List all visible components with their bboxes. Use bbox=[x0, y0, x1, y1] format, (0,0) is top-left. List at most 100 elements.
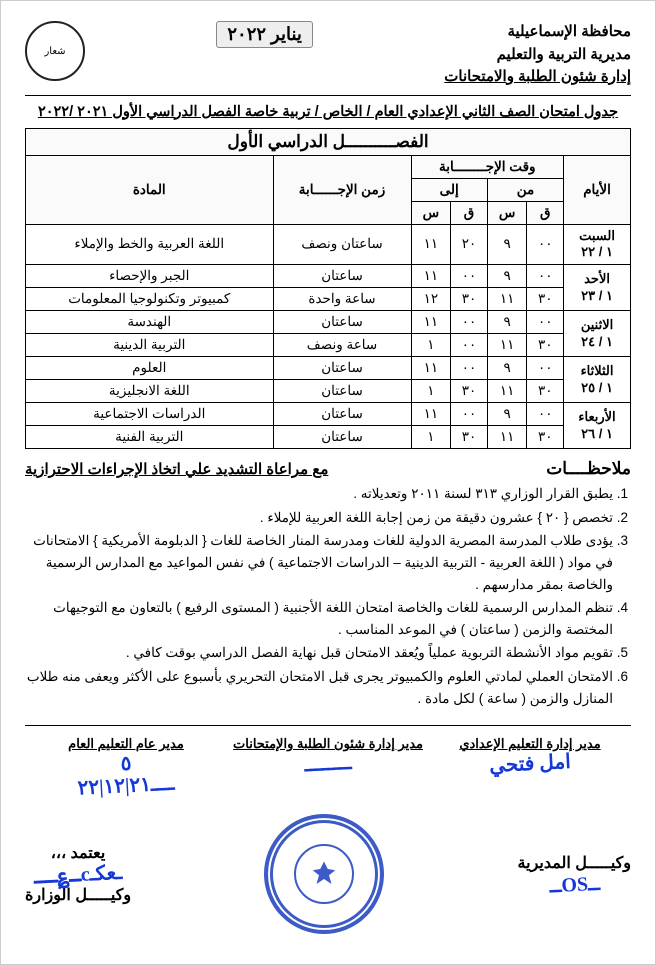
time-cell: ١١ bbox=[411, 311, 451, 334]
notes-emphasis: مع مراعاة التشديد علي اتخاذ الإجراءات ال… bbox=[25, 460, 328, 478]
time-cell: ١ bbox=[411, 426, 451, 449]
header-authority: محافظة الإسماعيلية مديرية التربية والتعل… bbox=[444, 21, 631, 89]
notes-label: ملاحظــــات bbox=[546, 459, 631, 479]
note-item: الامتحان العملي لمادتي العلوم والكمبيوتر… bbox=[25, 666, 613, 709]
department: إدارة شئون الطلبة والامتحانات bbox=[444, 66, 631, 89]
subject-cell: الهندسة bbox=[26, 311, 274, 334]
term-header: الفصــــــــــل الدراسي الأول bbox=[26, 128, 631, 155]
subject-cell: العلوم bbox=[26, 357, 274, 380]
col-to-q: ق bbox=[451, 201, 488, 224]
table-row: الأحد١ / ٢٣٠٠٩٠٠١١ساعتانالجبر والإحصاء bbox=[26, 265, 631, 288]
duration-cell: ساعتان bbox=[273, 265, 411, 288]
duration-cell: ساعتان bbox=[273, 403, 411, 426]
col-from-s: س bbox=[487, 201, 527, 224]
schedule-table: الفصــــــــــل الدراسي الأول الأيام وقت… bbox=[25, 128, 631, 450]
signatures-row: مدير إدارة التعليم الإعدادي امل فتحي مدي… bbox=[25, 736, 631, 796]
col-time: وقت الإجــــــــابة bbox=[411, 155, 564, 178]
stamp-eagle-icon bbox=[294, 844, 354, 904]
logo-placeholder: شعار bbox=[44, 46, 65, 57]
time-cell: ٠٠ bbox=[451, 265, 488, 288]
time-cell: ٩ bbox=[487, 403, 527, 426]
time-cell: ٢٠ bbox=[451, 224, 488, 265]
time-cell: ١١ bbox=[487, 380, 527, 403]
time-cell: ٩ bbox=[487, 265, 527, 288]
col-to-s: س bbox=[411, 201, 451, 224]
table-row: الأربعاء١ / ٢٦٠٠٩٠٠١١ساعتانالدراسات الاج… bbox=[26, 403, 631, 426]
subject-cell: الجبر والإحصاء bbox=[26, 265, 274, 288]
day-cell: الثلاثاء١ / ٢٥ bbox=[564, 357, 631, 403]
time-cell: ١١ bbox=[411, 224, 451, 265]
time-cell: ١ bbox=[411, 380, 451, 403]
time-cell: ١٢ bbox=[411, 288, 451, 311]
note-item: تنظم المدارس الرسمية للغات والخاصة امتحا… bbox=[25, 597, 613, 640]
duration-cell: ساعتان ونصف bbox=[273, 224, 411, 265]
time-cell: ٩ bbox=[487, 224, 527, 265]
time-cell: ٠٠ bbox=[527, 265, 564, 288]
col-days: الأيام bbox=[564, 155, 631, 224]
time-cell: ٣٠ bbox=[527, 334, 564, 357]
logo-seal: شعار bbox=[25, 21, 85, 81]
time-cell: ٠٠ bbox=[451, 357, 488, 380]
day-cell: الأحد١ / ٢٣ bbox=[564, 265, 631, 311]
time-cell: ٠٠ bbox=[451, 311, 488, 334]
header: محافظة الإسماعيلية مديرية التربية والتعل… bbox=[25, 21, 631, 89]
deputy-dir-sign: ــOSــ bbox=[517, 872, 631, 898]
page: محافظة الإسماعيلية مديرية التربية والتعل… bbox=[0, 0, 656, 965]
time-cell: ٣٠ bbox=[527, 426, 564, 449]
subject-cell: الدراسات الاجتماعية bbox=[26, 403, 274, 426]
subject-cell: اللغة العربية والخط والإملاء bbox=[26, 224, 274, 265]
sig-general-edu: مدير عام التعليم العام ٥ ــــ٢١|١٢|٢٢ bbox=[25, 736, 227, 796]
month-box: يناير ٢٠٢٢ bbox=[216, 21, 313, 48]
schedule-title: جدول امتحان الصف الثاني الإعدادي العام /… bbox=[25, 104, 631, 120]
col-duration: زمن الإجــــــابة bbox=[273, 155, 411, 224]
col-from: من bbox=[487, 178, 563, 201]
time-cell: ٣٠ bbox=[527, 288, 564, 311]
time-cell: ٣٠ bbox=[451, 288, 488, 311]
time-cell: ٠٠ bbox=[451, 403, 488, 426]
table-row: ٣٠١١٣٠١ساعتاناللغة الانجليزية bbox=[26, 380, 631, 403]
time-cell: ١١ bbox=[487, 288, 527, 311]
time-cell: ٣٠ bbox=[527, 380, 564, 403]
subject-cell: كمبيوتر وتكنولوجيا المعلومات bbox=[26, 288, 274, 311]
time-cell: ٣٠ bbox=[451, 380, 488, 403]
time-cell: ٠٠ bbox=[527, 311, 564, 334]
divider-sign bbox=[25, 725, 631, 726]
time-cell: ٠٠ bbox=[527, 224, 564, 265]
sig-exams: مدير إدارة شئون الطلبة والإمتحانات ـــــ… bbox=[227, 736, 429, 796]
time-cell: ١١ bbox=[411, 403, 451, 426]
time-cell: ٩ bbox=[487, 357, 527, 380]
deputy-directorate: وكيـــــل المديرية ــOSــ bbox=[518, 853, 631, 895]
sig2-sign: ــــــــ bbox=[227, 749, 430, 780]
sig1-sign: امل فتحي bbox=[429, 749, 632, 780]
approve-label: يعتمد ،،، bbox=[25, 843, 131, 863]
duration-cell: ساعة ونصف bbox=[273, 334, 411, 357]
time-cell: ١١ bbox=[487, 334, 527, 357]
time-cell: ٩ bbox=[487, 311, 527, 334]
notes-header: ملاحظــــات مع مراعاة التشديد علي اتخاذ … bbox=[25, 459, 631, 479]
col-from-q: ق bbox=[527, 201, 564, 224]
subject-cell: اللغة الانجليزية bbox=[26, 380, 274, 403]
col-subject: المادة bbox=[26, 155, 274, 224]
day-cell: السبت١ / ٢٢ bbox=[564, 224, 631, 265]
sig-prep-edu: مدير إدارة التعليم الإعدادي امل فتحي bbox=[429, 736, 631, 796]
col-to: إلى bbox=[411, 178, 487, 201]
time-cell: ١١ bbox=[411, 265, 451, 288]
table-row: ٣٠١١٣٠١ساعتانالتربية الفنية bbox=[26, 426, 631, 449]
divider-top bbox=[25, 95, 631, 96]
table-row: ٣٠١١٠٠١ساعة ونصفالتربية الدينية bbox=[26, 334, 631, 357]
table-row: ٣٠١١٣٠١٢ساعة واحدةكمبيوتر وتكنولوجيا الم… bbox=[26, 288, 631, 311]
notes-list: يطبق القرار الوزاري ٣١٣ لسنة ٢٠١١ وتعديل… bbox=[25, 483, 613, 709]
table-row: الاثنين١ / ٢٤٠٠٩٠٠١١ساعتانالهندسة bbox=[26, 311, 631, 334]
duration-cell: ساعة واحدة bbox=[273, 288, 411, 311]
duration-cell: ساعتان bbox=[273, 426, 411, 449]
deputy-dir-title: وكيـــــل المديرية bbox=[518, 853, 631, 873]
duration-cell: ساعتان bbox=[273, 357, 411, 380]
official-stamp bbox=[264, 814, 384, 934]
time-cell: ١١ bbox=[411, 357, 451, 380]
time-cell: ٠٠ bbox=[527, 403, 564, 426]
time-cell: ٠٠ bbox=[451, 334, 488, 357]
subject-cell: التربية الدينية bbox=[26, 334, 274, 357]
duration-cell: ساعتان bbox=[273, 311, 411, 334]
day-cell: الأربعاء١ / ٢٦ bbox=[564, 403, 631, 449]
lower-sign-row: وكيـــــل المديرية ــOSــ يعتمد ،،، ـعكـ… bbox=[25, 814, 631, 934]
